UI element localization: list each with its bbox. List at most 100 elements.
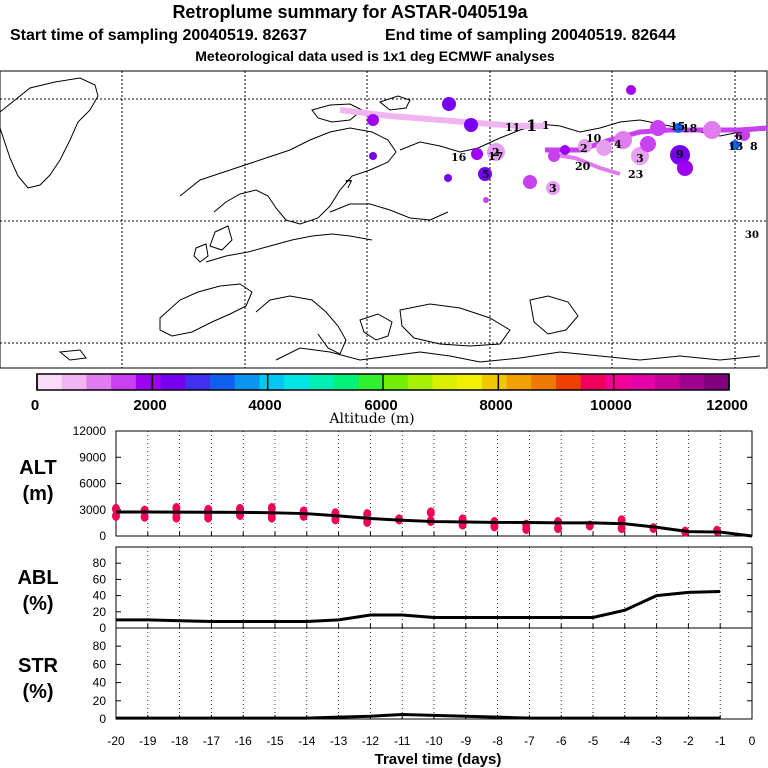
plume-circle xyxy=(614,131,632,149)
colorbar-swatch xyxy=(284,374,310,390)
y-tick-label: 9000 xyxy=(79,450,106,464)
abl-panel-label: ABL xyxy=(17,567,58,589)
altitude-colorbar xyxy=(36,373,730,391)
colorbar-swatch xyxy=(679,374,705,390)
day-label: 3 xyxy=(636,152,644,165)
plume-circle xyxy=(483,197,489,203)
colorbar-swatch xyxy=(407,374,433,390)
altitude-cluster-point xyxy=(426,507,435,518)
colorbar-swatch xyxy=(654,374,681,390)
plume-circle xyxy=(464,118,478,132)
x-tick-label: -19 xyxy=(139,734,157,748)
altitude-cluster-point xyxy=(554,523,563,534)
x-tick-label: -8 xyxy=(492,734,503,748)
y-tick-label: 80 xyxy=(93,556,107,570)
plume-circle xyxy=(369,152,377,160)
map-graticule xyxy=(0,71,767,368)
plume-track-south xyxy=(549,152,621,176)
y-tick-label: 40 xyxy=(93,676,107,690)
colorbar-label: Altitude (m) xyxy=(328,411,414,427)
plume-circle xyxy=(631,147,649,165)
plume-circle xyxy=(738,129,750,141)
colorbar-swatch xyxy=(259,374,285,390)
day-label: 8 xyxy=(750,140,758,153)
day-label: 20 xyxy=(575,160,591,173)
x-tick-label: -20 xyxy=(107,734,125,748)
day-label: 17 xyxy=(488,150,503,163)
plume-circle xyxy=(444,174,452,182)
colorbar-tick: 10000 xyxy=(590,397,632,414)
colorbar-tick: 4000 xyxy=(248,397,281,414)
str-panel-unit: (%) xyxy=(22,681,53,703)
day-label: 10 xyxy=(586,132,602,145)
plume-circle xyxy=(640,136,656,152)
colorbar-swatch xyxy=(506,374,532,390)
x-tick-label: 0 xyxy=(749,734,756,748)
plume-circle xyxy=(578,139,592,153)
colorbar-swatch xyxy=(358,374,384,390)
day-label: 30 xyxy=(745,230,759,241)
series-line xyxy=(116,712,721,720)
day-label: 3 xyxy=(549,182,557,195)
y-tick-label: 0 xyxy=(99,529,106,543)
series-line xyxy=(116,510,753,538)
colorbar-swatch xyxy=(86,374,112,390)
x-axis-label: Travel time (days) xyxy=(375,751,502,768)
map-panel: 1 1 2 2 3 3 4 5 6 7 8 9 10 11 13 15 16 1… xyxy=(0,70,768,369)
altitude-cluster-point xyxy=(140,511,149,522)
colorbar-swatch xyxy=(210,374,236,390)
day-label: 9 xyxy=(676,148,684,161)
day-label: 5 xyxy=(482,168,490,181)
colorbar-swatch xyxy=(37,374,63,390)
colorbar-swatch xyxy=(556,374,582,390)
plume-circle xyxy=(442,97,456,111)
day-label: 18 xyxy=(682,122,698,135)
day-label: 1 xyxy=(542,119,550,132)
x-tick-label: -14 xyxy=(298,734,316,748)
colorbar-swatch xyxy=(580,374,606,390)
colorbar-tick: 2000 xyxy=(133,397,166,414)
plume-circle xyxy=(478,167,492,181)
series-line xyxy=(116,590,721,624)
x-tick-label: -17 xyxy=(203,734,221,748)
plume-circle xyxy=(471,148,483,160)
colorbar-swatch xyxy=(308,374,335,390)
colorbar-swatch xyxy=(185,374,211,390)
day-label: 2 xyxy=(492,146,500,159)
start-time-label: Start time of sampling 20040519. 82637 xyxy=(10,27,307,44)
colorbar-swatch xyxy=(481,374,508,390)
x-tick-label: -7 xyxy=(524,734,535,748)
colorbar-swatch xyxy=(704,374,730,390)
x-tick-label: -15 xyxy=(266,734,284,748)
plume-circle xyxy=(487,143,505,161)
y-tick-label: 12000 xyxy=(73,424,107,438)
y-tick-label: 20 xyxy=(93,694,107,708)
str-panel-label: STR xyxy=(18,655,59,677)
x-tick-label: -2 xyxy=(683,734,694,748)
plume-circle xyxy=(546,181,560,195)
x-tick-label: -1 xyxy=(715,734,726,748)
altitude-cluster-point xyxy=(172,512,181,523)
day-label: 7 xyxy=(345,178,353,191)
colorbar-swatch xyxy=(135,374,162,390)
abl-panel-unit: (%) xyxy=(22,593,53,615)
colorbar-swatch xyxy=(457,374,483,390)
colorbar-swatch xyxy=(234,374,260,390)
day-label: 2 xyxy=(580,142,588,155)
plume-circle xyxy=(596,140,612,156)
alt-panel-unit: (m) xyxy=(22,483,53,505)
day-label: 4 xyxy=(614,138,622,151)
colorbar-tick: 0 xyxy=(31,397,39,414)
y-tick-label: 6000 xyxy=(79,477,106,491)
altitude-cluster-point xyxy=(267,512,276,523)
y-tick-label: 60 xyxy=(93,572,107,586)
x-tick-label: -9 xyxy=(460,734,471,748)
colorbar-tick: 6000 xyxy=(364,397,397,414)
altitude-cluster-point xyxy=(522,524,531,534)
figure-title: Retroplume summary for ASTAR-040519a xyxy=(172,2,528,22)
x-axis: -20 -19 -18 -17 -16 -15 -14 -13 -12 -11 -10 -9 -8 -7-… xyxy=(107,734,755,748)
x-tick-label: -13 xyxy=(330,734,348,748)
colorbar-swatch xyxy=(605,374,631,390)
day-label: 6 xyxy=(735,130,743,143)
